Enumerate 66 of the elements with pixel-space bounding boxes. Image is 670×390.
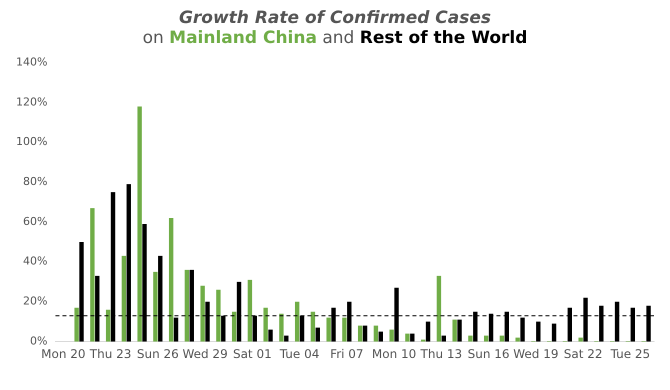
bar [168, 218, 174, 342]
bar [426, 322, 430, 342]
bar [484, 336, 488, 342]
bar [452, 320, 457, 342]
bar [316, 328, 320, 342]
bar [74, 308, 79, 342]
x-tick-label: Wed 29 [182, 346, 228, 361]
bar [263, 308, 268, 342]
x-tick-label: Sun 26 [136, 346, 179, 361]
bar [90, 208, 95, 342]
bar [294, 302, 300, 342]
y-tick-label: 60% [22, 214, 48, 228]
bar [248, 280, 252, 342]
bar [436, 276, 442, 342]
bar [326, 318, 331, 342]
bar [410, 334, 414, 342]
bar [515, 338, 520, 342]
bar [184, 270, 190, 342]
bar [268, 330, 273, 342]
bar [106, 310, 110, 342]
y-tick-label: 0% [30, 334, 48, 348]
bar [200, 286, 205, 342]
bar [122, 256, 126, 342]
y-tick-label: 100% [16, 135, 48, 148]
bar [232, 312, 236, 342]
bar [342, 318, 347, 342]
x-tick-label: Wed 19 [513, 346, 558, 361]
x-tick-label: Mon 20 [41, 346, 86, 361]
bar [405, 334, 410, 342]
bar [284, 336, 288, 342]
x-tick-label: Thu 23 [88, 346, 132, 361]
bar [468, 336, 473, 342]
text: Mainland China [169, 28, 317, 48]
x-tick-label: Mon 10 [372, 346, 416, 361]
bar [279, 314, 284, 342]
y-tick-label: 80% [22, 175, 48, 188]
y-tick-label: 20% [22, 294, 48, 308]
bar [358, 326, 362, 342]
bar [500, 336, 504, 342]
x-tick-label: Sun 16 [468, 346, 510, 361]
x-tick-label: Sat 22 [564, 346, 602, 361]
bar [578, 338, 583, 342]
bar [378, 332, 383, 342]
chart-title: Growth Rate of Confirmed Cases [178, 8, 492, 28]
bar [137, 106, 142, 342]
bar [374, 326, 378, 342]
bar [552, 324, 556, 342]
text: on [142, 28, 165, 48]
y-tick-label: 140% [16, 55, 48, 68]
text: Rest of the World [360, 28, 528, 48]
bar [310, 312, 316, 342]
x-tick-label: Thu 13 [420, 346, 462, 361]
y-tick-label: 120% [16, 95, 48, 108]
bar [442, 336, 446, 342]
bar [362, 326, 368, 342]
x-tick-label: Tue 04 [278, 346, 320, 361]
bar [457, 320, 462, 342]
x-tick-label: Fri 07 [330, 346, 364, 361]
bar [153, 272, 158, 342]
bar [389, 330, 394, 342]
bar [536, 322, 541, 342]
y-tick-label: 40% [22, 254, 48, 268]
x-tick-label: Tue 25 [610, 346, 650, 361]
text: and [322, 28, 356, 48]
bar [216, 290, 221, 342]
x-tick-label: Sat 01 [232, 346, 272, 361]
